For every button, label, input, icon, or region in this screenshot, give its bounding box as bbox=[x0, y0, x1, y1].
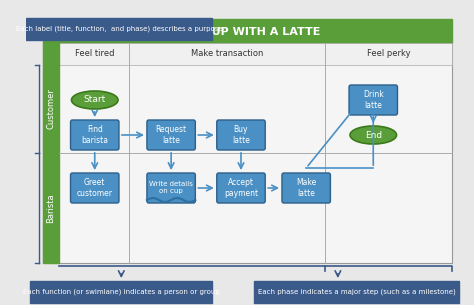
Bar bbox=[254, 281, 459, 303]
Text: Write details
on cup: Write details on cup bbox=[149, 181, 193, 195]
FancyBboxPatch shape bbox=[71, 173, 119, 203]
Text: Customer: Customer bbox=[46, 88, 55, 129]
Text: Greet
customer: Greet customer bbox=[77, 178, 113, 198]
Bar bbox=[43, 19, 453, 43]
FancyBboxPatch shape bbox=[147, 120, 195, 150]
FancyBboxPatch shape bbox=[217, 173, 265, 203]
FancyBboxPatch shape bbox=[147, 173, 195, 203]
Bar bbox=[43, 43, 453, 263]
Bar bbox=[30, 281, 212, 303]
Bar bbox=[43, 43, 59, 263]
Text: Request
latte: Request latte bbox=[155, 125, 187, 145]
FancyBboxPatch shape bbox=[282, 173, 330, 203]
Text: Feel tired: Feel tired bbox=[74, 49, 114, 59]
Text: Find
barista: Find barista bbox=[81, 125, 108, 145]
Text: Each function (or swimlane) indicates a person or group: Each function (or swimlane) indicates a … bbox=[23, 289, 219, 295]
Text: Make
latte: Make latte bbox=[296, 178, 316, 198]
Text: Buy
latte: Buy latte bbox=[232, 125, 250, 145]
Ellipse shape bbox=[350, 126, 397, 144]
Text: Barista: Barista bbox=[46, 193, 55, 223]
Text: End: End bbox=[365, 131, 382, 139]
FancyBboxPatch shape bbox=[349, 85, 398, 115]
Text: Each phase indicates a major step (such as a milestone): Each phase indicates a major step (such … bbox=[258, 289, 456, 295]
Ellipse shape bbox=[72, 91, 118, 109]
Text: Each label (title, function,  and phase) describes a purpose: Each label (title, function, and phase) … bbox=[16, 26, 222, 32]
Text: Drink
latte: Drink latte bbox=[363, 90, 383, 110]
Bar bbox=[26, 18, 212, 40]
FancyBboxPatch shape bbox=[71, 120, 119, 150]
Text: Make transaction: Make transaction bbox=[191, 49, 263, 59]
Text: Feel perky: Feel perky bbox=[367, 49, 410, 59]
Text: Accept
payment: Accept payment bbox=[224, 178, 258, 198]
Text: PERK UP WITH A LATTE: PERK UP WITH A LATTE bbox=[175, 27, 320, 37]
FancyBboxPatch shape bbox=[217, 120, 265, 150]
Bar bbox=[43, 43, 453, 65]
Text: Start: Start bbox=[83, 95, 106, 105]
